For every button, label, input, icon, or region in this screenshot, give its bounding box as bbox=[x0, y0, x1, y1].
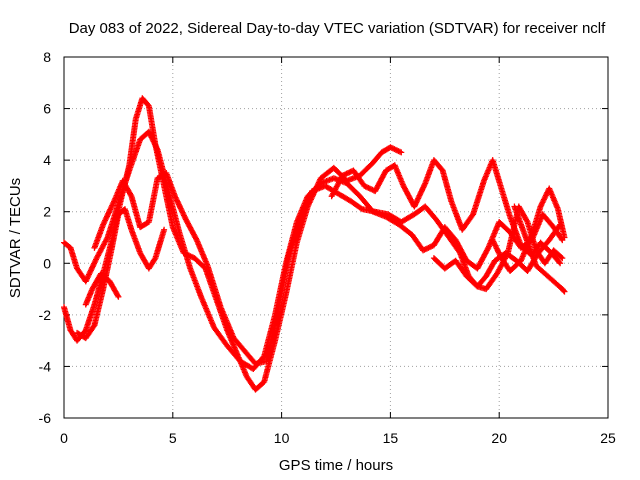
data-point bbox=[114, 292, 121, 299]
data-point bbox=[559, 255, 566, 262]
series-track-7 bbox=[430, 203, 566, 293]
data-point bbox=[115, 293, 122, 300]
data-point bbox=[560, 287, 567, 294]
y-axis-title: SDTVAR / TECUs bbox=[7, 178, 24, 298]
data-point bbox=[558, 254, 565, 261]
y-tick-label: 8 bbox=[43, 49, 51, 65]
y-tick-label: 2 bbox=[43, 204, 51, 220]
plot-frame bbox=[63, 56, 609, 419]
data-points bbox=[61, 95, 568, 393]
data-point bbox=[357, 205, 364, 212]
data-point bbox=[144, 101, 151, 108]
x-tick-label: 5 bbox=[169, 430, 177, 446]
axis-tick-labels: 0 5 10 15 20 25 -6 -4 -2 0 2 4 6 8 bbox=[39, 49, 616, 446]
series-track-4 bbox=[74, 206, 168, 342]
x-tick-label: 25 bbox=[600, 430, 616, 446]
data-point bbox=[161, 226, 168, 233]
x-axis-title: GPS time / hours bbox=[279, 457, 393, 474]
data-point bbox=[398, 149, 405, 156]
data-point bbox=[556, 259, 563, 266]
data-point bbox=[90, 323, 97, 330]
grid bbox=[64, 57, 608, 418]
data-point bbox=[561, 288, 568, 295]
x-tick-label: 0 bbox=[60, 430, 68, 446]
data-point bbox=[523, 217, 530, 224]
y-tick-label: -6 bbox=[39, 410, 52, 426]
data-point bbox=[151, 256, 158, 263]
series-track-8 bbox=[489, 185, 568, 275]
series-track-5 bbox=[82, 270, 122, 308]
x-tick-label: 10 bbox=[274, 430, 290, 446]
y-tick-label: 4 bbox=[43, 152, 51, 168]
series-track-3 bbox=[91, 170, 564, 367]
data-point bbox=[557, 260, 564, 267]
data-point bbox=[127, 191, 134, 198]
data-point bbox=[561, 234, 568, 241]
y-tick-label: 6 bbox=[43, 101, 51, 117]
chart-title: Day 083 of 2022, Sidereal Day-to-day VTE… bbox=[69, 20, 606, 37]
axis-ticks bbox=[63, 56, 609, 419]
series-isolated bbox=[511, 203, 568, 295]
data-point bbox=[558, 235, 565, 242]
y-tick-label: 0 bbox=[43, 255, 51, 271]
y-tick-label: -4 bbox=[39, 358, 52, 374]
y-tick-label: -2 bbox=[39, 307, 52, 323]
x-tick-label: 20 bbox=[491, 430, 507, 446]
x-tick-label: 15 bbox=[383, 430, 399, 446]
